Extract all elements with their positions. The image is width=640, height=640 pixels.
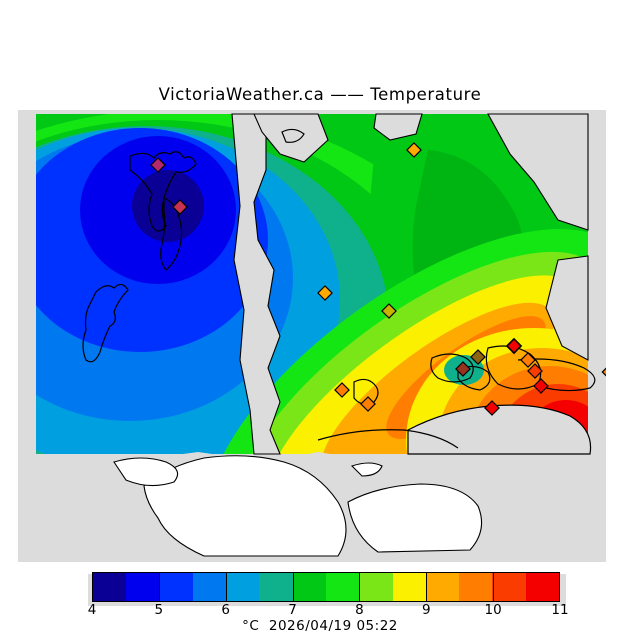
- station-marker[interactable]: [360, 396, 376, 412]
- colorbar: 4 5 6 7 8 9 10 11 °C 2026/04/19 05:22: [78, 566, 569, 640]
- colorbar-divider-4: [359, 572, 361, 602]
- colorbar-tick-10: 10: [484, 602, 502, 618]
- colorbar-tick-11: 11: [551, 602, 569, 618]
- water-south-bay: [347, 483, 483, 553]
- colorbar-band-10: [425, 573, 460, 601]
- colorbar-divider-2: [225, 572, 227, 602]
- colorbar-band-1: [126, 573, 160, 601]
- landmass-northeast: [487, 113, 589, 231]
- coastline-harbour-inner: [457, 365, 491, 391]
- station-marker[interactable]: [150, 157, 166, 173]
- colorbar-band-11: [459, 573, 493, 601]
- station-marker-group[interactable]: [150, 142, 606, 416]
- colorbar-band-3: [192, 573, 227, 601]
- colorbar-band-12: [492, 573, 526, 601]
- colorbar-caption: °C 2026/04/19 05:22: [242, 618, 398, 634]
- water-small-inlet: [350, 462, 383, 477]
- colorbar-tick-4: 4: [87, 602, 97, 618]
- colorbar-divider-5: [426, 572, 428, 602]
- coastline-group: [82, 128, 596, 455]
- colorbar-band-6: [292, 573, 326, 601]
- coastline-nw-island-south: [160, 197, 183, 271]
- landmass-north-wedge: [253, 113, 329, 163]
- colorbar-band-7: [325, 573, 360, 601]
- colorbar-tick-labels: 4 5 6 7 8 9 10 11: [78, 602, 569, 620]
- colorbar-band-9: [392, 573, 426, 601]
- colorbar-band-5: [259, 573, 293, 601]
- colorbar-gradient: [92, 572, 560, 602]
- station-marker[interactable]: [317, 285, 333, 301]
- landmass-central-spine: [231, 113, 281, 455]
- station-marker[interactable]: [334, 382, 350, 398]
- coastline-se-landmass: [407, 404, 592, 455]
- station-marker[interactable]: [381, 303, 397, 319]
- temperature-contour-map[interactable]: [18, 110, 606, 562]
- colorbar-band-4: [226, 573, 260, 601]
- landmass-north-notch: [373, 113, 423, 141]
- water-southwest-bay: [143, 455, 347, 557]
- colorbar-tick-8: 8: [355, 602, 364, 618]
- landmass-group: [18, 113, 606, 562]
- station-marker[interactable]: [455, 361, 471, 377]
- contour-band-4: [132, 170, 204, 242]
- temperature-map-panel[interactable]: [18, 110, 606, 562]
- station-marker[interactable]: [505, 337, 523, 355]
- coastline-se-spit: [517, 358, 596, 392]
- colorbar-band-13: [525, 573, 559, 601]
- coastline-islet-north: [281, 128, 305, 143]
- station-marker[interactable]: [406, 142, 422, 158]
- colorbar-tick-7: 7: [288, 602, 297, 618]
- station-marker[interactable]: [527, 363, 543, 379]
- station-marker[interactable]: [172, 199, 188, 215]
- colorbar-tick-6: 6: [221, 602, 230, 618]
- station-marker[interactable]: [533, 378, 549, 394]
- colorbar-divider-6: [493, 572, 495, 602]
- station-marker[interactable]: [470, 349, 486, 365]
- landmass-east-shoulder: [545, 255, 589, 361]
- colorbar-band-0: [93, 573, 127, 601]
- station-marker[interactable]: [520, 352, 536, 368]
- station-marker[interactable]: [601, 365, 606, 379]
- colorbar-band-2: [159, 573, 193, 601]
- station-marker[interactable]: [484, 400, 500, 416]
- coastline-islet-east: [430, 353, 474, 383]
- coastline-long-island: [82, 283, 129, 363]
- water-west-inlet: [113, 457, 179, 487]
- coastline-south-strand: [317, 429, 459, 449]
- colorbar-band-8: [359, 573, 393, 601]
- colorbar-divider-1: [158, 572, 160, 602]
- page-title: VictoriaWeather.ca —— Temperature: [158, 85, 482, 104]
- colorbar-tick-5: 5: [154, 602, 164, 618]
- colorbar-divider-3: [292, 572, 294, 602]
- colorbar-tick-9: 9: [421, 602, 431, 618]
- coastline-nw-island: [129, 151, 197, 232]
